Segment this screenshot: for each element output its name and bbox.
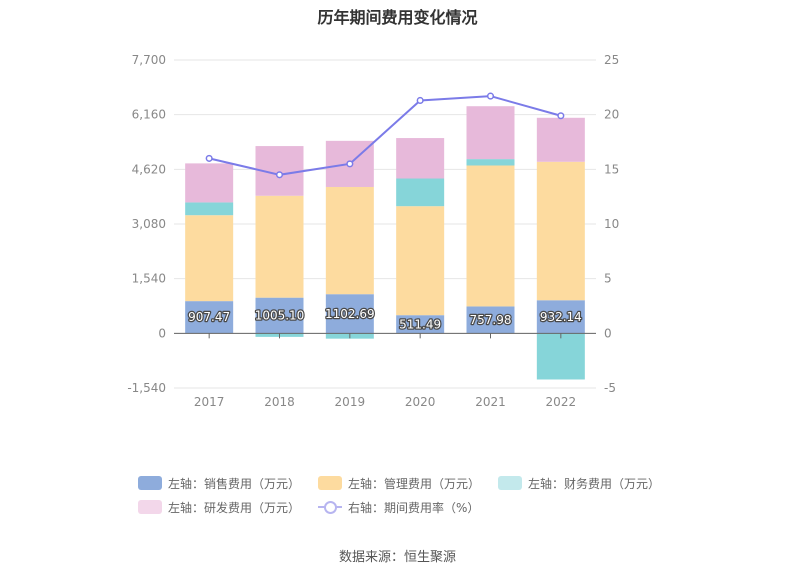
- grid-lines: [174, 59, 596, 389]
- data-label: 1005.10: [255, 308, 305, 322]
- bar-1-2021: [466, 165, 515, 307]
- legend-label-finance: 左轴：财务费用（万元）: [528, 476, 661, 491]
- bar-1-2018: [255, 195, 304, 298]
- rate-point: [275, 171, 284, 179]
- left-axis-tick-label: 1,540: [132, 272, 166, 286]
- legend-label-rate: 右轴：期间费用率（%）: [348, 500, 480, 515]
- bar-0-2021: [466, 306, 515, 334]
- legend-swatch-finance: [498, 476, 523, 490]
- legend-item-rate[interactable]: 右轴：期间费用率（%）: [318, 499, 479, 516]
- source-note: 数据来源：恒生聚源: [338, 550, 456, 565]
- bar-1-2020: [396, 206, 445, 316]
- bar-0-2017: [185, 301, 234, 334]
- legend-label-sales: 左轴：销售费用（万元）: [168, 476, 301, 491]
- rate-line-path: [208, 95, 562, 176]
- rate-line: [205, 92, 565, 179]
- left-axis-tick-label: -1,540: [127, 381, 166, 395]
- data-label: 511.49: [399, 317, 441, 331]
- bars: [185, 106, 585, 380]
- bar-2-2017: [185, 202, 234, 216]
- data-label: 907.47: [188, 310, 230, 324]
- right-axis-tick-label: 15: [604, 162, 619, 176]
- bar-2-2021: [466, 159, 515, 166]
- right-axis-tick-label: 0: [604, 326, 612, 340]
- bar-1-2019: [325, 186, 374, 295]
- rate-point: [557, 112, 565, 120]
- legend-line-rate-icon: [318, 500, 343, 514]
- axes: 7,700 6,160 4,620 3,080 1,540 0 -1,540 25 20 15 10…: [127, 53, 619, 409]
- x-axis-tick-label: 2019: [335, 395, 366, 409]
- bar-3-2021: [466, 106, 515, 160]
- right-axis-tick-label: 20: [604, 108, 619, 122]
- legend-item-rnd[interactable]: 左轴：研发费用（万元）: [138, 499, 300, 516]
- bar-3-2017: [185, 163, 234, 203]
- legend-label-admin: 左轴：管理费用（万元）: [348, 476, 481, 491]
- legend-item-admin[interactable]: 左轴：管理费用（万元）: [318, 475, 480, 492]
- legend-swatch-sales: [138, 476, 162, 490]
- left-axis-tick-label: 0: [158, 326, 166, 340]
- bar-1-2017: [185, 215, 234, 302]
- chart-title: 历年期间费用变化情况: [317, 8, 478, 27]
- right-axis-tick-label: 25: [604, 53, 619, 67]
- left-axis-tick-label: 6,160: [132, 108, 166, 122]
- legend-swatch-rnd: [138, 500, 162, 514]
- right-axis-tick-label: 10: [604, 217, 619, 231]
- data-label: 1102.69: [325, 307, 375, 321]
- legend-swatch-admin: [318, 476, 343, 490]
- rate-point: [486, 92, 495, 100]
- bar-0-2018: [255, 297, 304, 334]
- x-axis-tick-label: 2018: [264, 395, 295, 409]
- left-axis-tick-label: 7,700: [132, 53, 166, 67]
- legend: 左轴：销售费用（万元） 左轴：管理费用（万元） 左轴：财务费用（万元） 左轴：研…: [138, 471, 698, 519]
- x-axis-tick-label: 2020: [405, 395, 436, 409]
- rate-point: [346, 160, 354, 168]
- bar-3-2020: [396, 138, 445, 179]
- legend-item-finance[interactable]: 左轴：财务费用（万元）: [498, 475, 660, 492]
- legend-label-rnd: 左轴：研发费用（万元）: [168, 500, 301, 515]
- bar-3-2022: [536, 117, 585, 162]
- bar-2-2020: [396, 178, 445, 207]
- bar-0-2019: [325, 294, 374, 334]
- x-axis-tick-label: 2017: [194, 395, 225, 409]
- rate-point: [205, 154, 213, 162]
- data-labels: 907.47 1005.10 1102.69 511.49 757.98 932.14: [187, 306, 583, 333]
- legend-item-sales[interactable]: 左轴：销售费用（万元）: [138, 475, 300, 492]
- rate-point: [416, 96, 424, 105]
- bar-2-2022: [536, 333, 585, 380]
- left-axis-tick-label: 4,620: [132, 162, 166, 176]
- x-axis-tick-label: 2021: [475, 395, 506, 409]
- data-label: 757.98: [470, 313, 512, 327]
- x-axis-tick-label: 2022: [546, 395, 577, 409]
- bar-1-2022: [536, 161, 585, 301]
- bar-0-2022: [536, 300, 585, 334]
- bar-0-2020: [396, 315, 445, 334]
- right-axis-tick-label: -5: [604, 381, 616, 395]
- left-axis-tick-label: 3,080: [132, 217, 166, 231]
- right-axis-tick-label: 5: [604, 272, 612, 286]
- data-label: 932.14: [540, 310, 582, 324]
